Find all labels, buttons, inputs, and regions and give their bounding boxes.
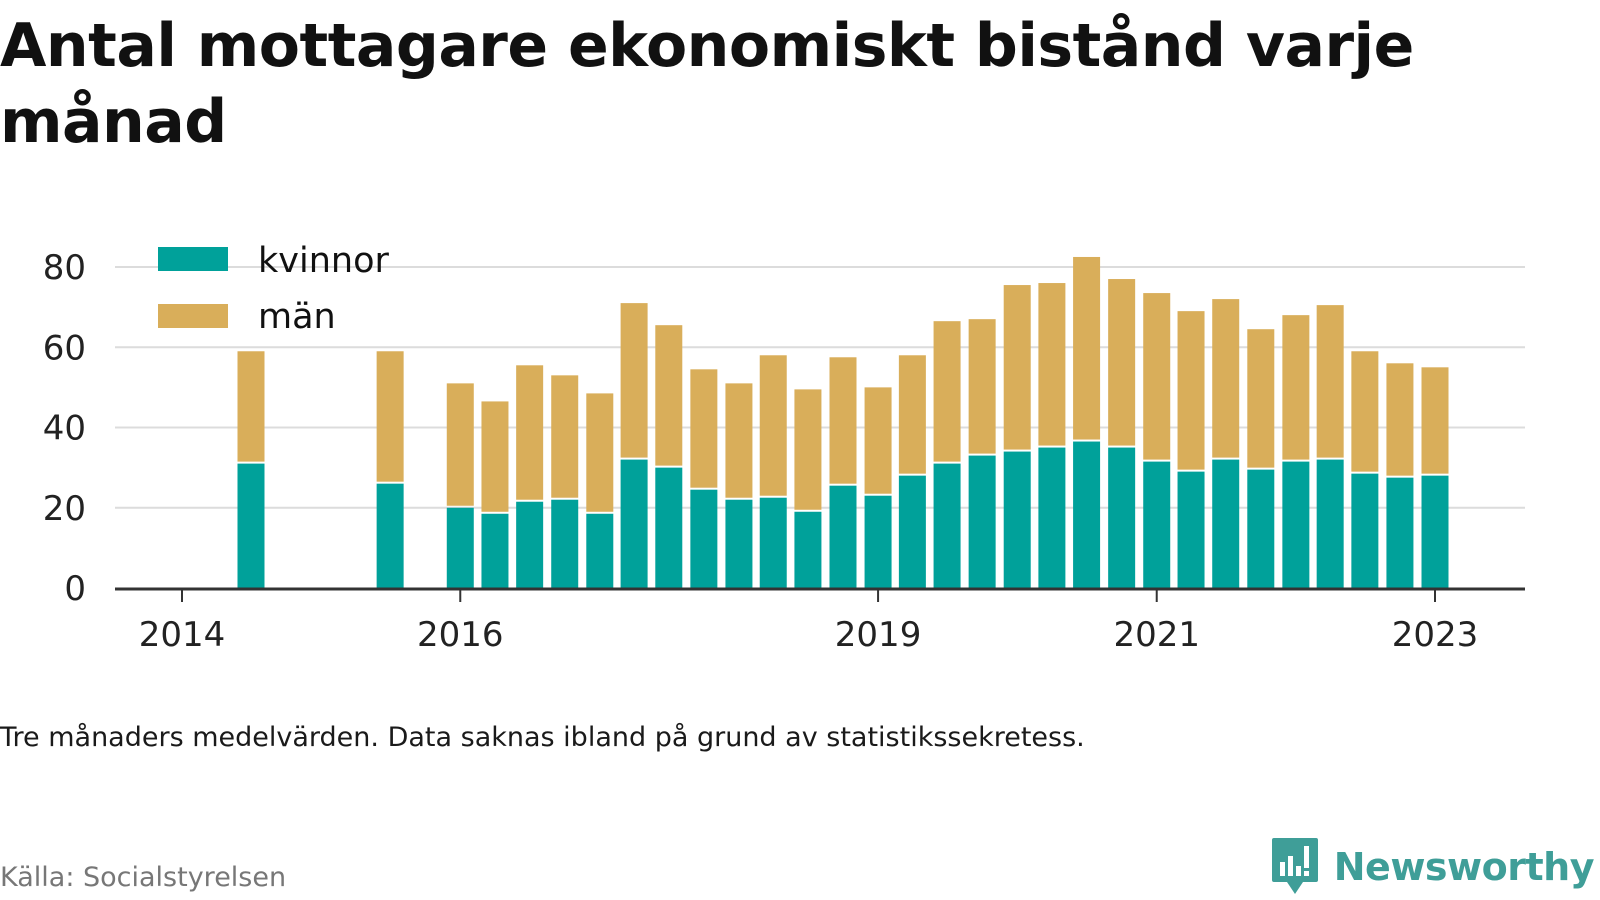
bar-kvinnor (1003, 451, 1031, 588)
bar-man (516, 365, 544, 500)
bar-man (829, 357, 857, 484)
legend-label-man: män (258, 297, 336, 337)
bar-man (446, 383, 474, 506)
bar-man (794, 389, 822, 510)
bar-man (1177, 311, 1205, 470)
bar-kvinnor (237, 463, 265, 588)
bar-kvinnor (481, 513, 509, 588)
bar-kvinnor (1421, 475, 1449, 588)
bar-man (1143, 293, 1171, 460)
bar-kvinnor (655, 467, 683, 588)
x-tick-label: 2021 (1113, 615, 1200, 655)
stacked-bar-chart: 0 20 40 60 80 2014 2016 2019 2021 2023 kvinnor mä… (43, 241, 1525, 655)
bar-kvinnor (725, 499, 753, 588)
bar-kvinnor (1143, 461, 1171, 588)
bar-kvinnor (864, 495, 892, 588)
bar-man (655, 325, 683, 466)
bar-kvinnor (551, 499, 579, 588)
legend-swatch-man (158, 304, 228, 328)
bar-man (864, 387, 892, 494)
bar-kvinnor (1247, 469, 1275, 588)
bar-kvinnor (968, 455, 996, 588)
bar-man (968, 319, 996, 454)
bar-kvinnor (620, 459, 648, 588)
x-tick-label: 2023 (1392, 615, 1479, 655)
bar-kvinnor (829, 485, 857, 588)
bar-kvinnor (794, 511, 822, 588)
x-tick-label: 2014 (139, 615, 226, 655)
x-tick-label: 2016 (417, 615, 504, 655)
bar-man (1282, 315, 1310, 460)
bar-man (1421, 367, 1449, 474)
bar-kvinnor (759, 497, 787, 588)
bar-man (759, 355, 787, 496)
bar-kvinnor (933, 463, 961, 588)
source-note: Källa: Socialstyrelsen (0, 862, 287, 893)
bar-man (898, 355, 926, 474)
chart-subtitle: Tre månaders medelvärden. Data saknas ib… (0, 722, 1085, 753)
bar-kvinnor (1386, 477, 1414, 588)
bar-man (586, 393, 614, 512)
newsworthy-logo-icon (1271, 838, 1318, 894)
y-tick-label: 40 (43, 409, 86, 449)
bar-man (1386, 363, 1414, 476)
brand-name: Newsworthy (1333, 845, 1595, 889)
bar-man (1316, 305, 1344, 458)
bar-man (237, 351, 265, 462)
bar-kvinnor (516, 501, 544, 588)
bar-man (1108, 279, 1136, 446)
bar-man (1247, 329, 1275, 468)
bar-kvinnor (898, 475, 926, 588)
bar-kvinnor (1282, 461, 1310, 588)
y-tick-label: 0 (64, 569, 86, 609)
legend: kvinnor män (158, 241, 389, 337)
bar-man (1351, 351, 1379, 472)
legend-swatch-kvinnor (158, 247, 228, 271)
bar-man (1038, 283, 1066, 446)
bar-man (1073, 256, 1101, 440)
bar-kvinnor (1351, 473, 1379, 588)
x-tick-label: 2019 (835, 615, 922, 655)
brand-logo: Newsworthy (1270, 836, 1595, 898)
bar-man (551, 375, 579, 498)
bar-man (1212, 299, 1240, 458)
bar-kvinnor (446, 507, 474, 588)
bar-kvinnor (1108, 447, 1136, 588)
bar-man (1003, 285, 1031, 450)
bar-kvinnor (1316, 459, 1344, 588)
legend-label-kvinnor: kvinnor (258, 241, 389, 281)
bar-kvinnor (1038, 447, 1066, 588)
bar-kvinnor (1177, 471, 1205, 588)
bar-man (481, 401, 509, 512)
bar-man (690, 369, 718, 488)
bar-kvinnor (586, 513, 614, 588)
y-tick-label: 80 (43, 248, 86, 288)
y-tick-label: 20 (43, 489, 86, 529)
bars (237, 256, 1449, 588)
bar-man (725, 383, 753, 498)
bar-man (933, 321, 961, 462)
bar-kvinnor (1073, 441, 1101, 588)
bar-man (620, 303, 648, 458)
chart-title: Antal mottagare ekonomiskt bistånd varje… (0, 11, 1414, 157)
bar-kvinnor (690, 489, 718, 588)
bar-kvinnor (376, 483, 404, 588)
axes: 0 20 40 60 80 2014 2016 2019 2021 2023 (43, 248, 1525, 655)
y-tick-label: 60 (43, 328, 86, 368)
bar-man (376, 351, 404, 482)
bar-kvinnor (1212, 459, 1240, 588)
